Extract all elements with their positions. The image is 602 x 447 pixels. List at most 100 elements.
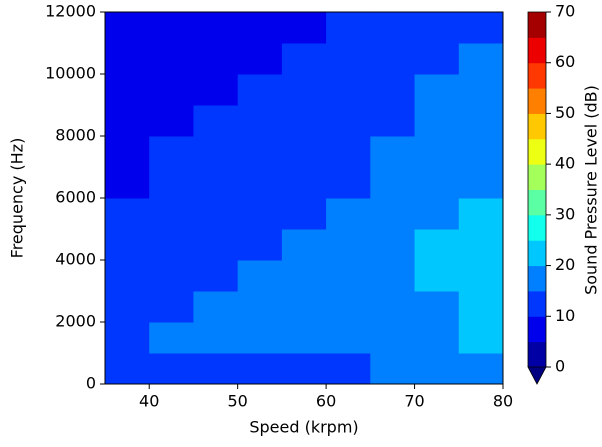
colorbar-segment [528, 62, 546, 89]
heatmap-cell [414, 74, 460, 106]
heatmap-cell [149, 229, 194, 261]
y-tick-label: 2000 [55, 312, 96, 331]
heatmap-cell [105, 229, 150, 261]
heatmap-cell [193, 167, 239, 199]
heatmap-cell [281, 43, 327, 75]
heatmap-cell [105, 322, 150, 354]
heatmap-cell [414, 198, 460, 230]
heatmap-cell [414, 353, 460, 385]
heatmap-cell [326, 136, 371, 168]
heatmap-cell [458, 291, 504, 323]
heatmap-cell [370, 291, 416, 323]
heatmap-cell [105, 105, 150, 137]
heatmap-cell [326, 198, 371, 230]
colorbar-segment [528, 214, 546, 241]
heatmap-cell [326, 167, 371, 199]
heatmap-cell [326, 74, 371, 106]
heatmap-cell [370, 260, 416, 292]
colorbar-tick-label: 60 [555, 52, 575, 71]
x-tick-label: 40 [139, 392, 159, 411]
heatmap-cell [458, 12, 504, 44]
colorbar-segment [528, 12, 546, 38]
heatmap-cell [370, 12, 416, 44]
heatmap-cell [458, 260, 504, 292]
heatmap-cell [237, 322, 283, 354]
heatmap-cell [149, 105, 194, 137]
heatmap-cell [281, 229, 327, 261]
heatmap-cell [193, 136, 239, 168]
heatmap-cell [458, 353, 504, 385]
colorbar-frame [527, 11, 547, 367]
colorbar-segment [528, 290, 546, 317]
heatmap-cell [414, 136, 460, 168]
heatmap-cell [414, 260, 460, 292]
heatmap-cell [193, 74, 239, 106]
heatmap-cell [193, 198, 239, 230]
y-tick-label: 8000 [55, 126, 96, 145]
heatmap-cell [281, 260, 327, 292]
heatmap-cell [370, 105, 416, 137]
heatmap-cell [458, 136, 504, 168]
heatmap-cell [326, 229, 371, 261]
heatmap-cell [326, 43, 371, 75]
y-tick-label: 0 [86, 374, 96, 393]
heatmap-cell [458, 229, 504, 261]
heatmap-cell [193, 322, 239, 354]
heatmap-cell [414, 322, 460, 354]
heatmap-cell [237, 167, 283, 199]
heatmap-cell [237, 74, 283, 106]
heatmap-cell [458, 74, 504, 106]
colorbar-segment [528, 88, 546, 114]
y-tick-label: 4000 [55, 250, 96, 269]
colorbar-segment [528, 138, 546, 165]
heatmap-cell [326, 12, 371, 44]
y-tick-label: 6000 [55, 188, 96, 207]
heatmap-cell [149, 322, 194, 354]
heatmap-cell [149, 12, 194, 44]
colorbar-tick-label: 0 [555, 357, 565, 376]
heatmap-cell [237, 291, 283, 323]
heatmap-cell [105, 136, 150, 168]
heatmap-cell [281, 74, 327, 106]
heatmap-cell [237, 229, 283, 261]
heatmap-cell [193, 43, 239, 75]
heatmap-cell [414, 229, 460, 261]
heatmap-cell [105, 74, 150, 106]
heatmap-cell [281, 12, 327, 44]
heatmap-cell [326, 322, 371, 354]
heatmap-cell [326, 353, 371, 385]
heatmap-cell [193, 291, 239, 323]
heatmap-cell [370, 167, 416, 199]
colorbar-tick-label: 50 [555, 103, 575, 122]
heatmap-cell [149, 198, 194, 230]
colorbar-segment [528, 265, 546, 292]
heatmap-cell [458, 198, 504, 230]
heatmap-cell [414, 291, 460, 323]
colorbar-tick-label: 70 [555, 2, 575, 21]
heatmap-cell [105, 291, 150, 323]
heatmap-cell [193, 12, 239, 44]
x-tick-label: 50 [227, 392, 247, 411]
colorbar-segment [528, 189, 546, 216]
heatmap-cell [414, 12, 460, 44]
colorbar-tick-label: 30 [555, 204, 575, 223]
colorbar-segment [528, 316, 546, 343]
heatmap-cell [193, 353, 239, 385]
heatmap-cell [281, 198, 327, 230]
heatmap-cell [105, 43, 150, 75]
heatmap-cell [105, 167, 150, 199]
heatmap-cell [237, 12, 283, 44]
y-tick-label: 10000 [45, 64, 96, 83]
colorbar-segment [528, 113, 546, 140]
heatmap-cell [370, 198, 416, 230]
heatmap-cell [149, 43, 194, 75]
colorbar-segment [528, 240, 546, 267]
heatmap-cell [458, 43, 504, 75]
heatmap-cell [149, 260, 194, 292]
heatmap-cell [281, 136, 327, 168]
colorbar-segment [528, 37, 546, 64]
colorbar-tick-label: 40 [555, 154, 575, 173]
heatmap-cell [281, 105, 327, 137]
heatmap-cell [281, 353, 327, 385]
